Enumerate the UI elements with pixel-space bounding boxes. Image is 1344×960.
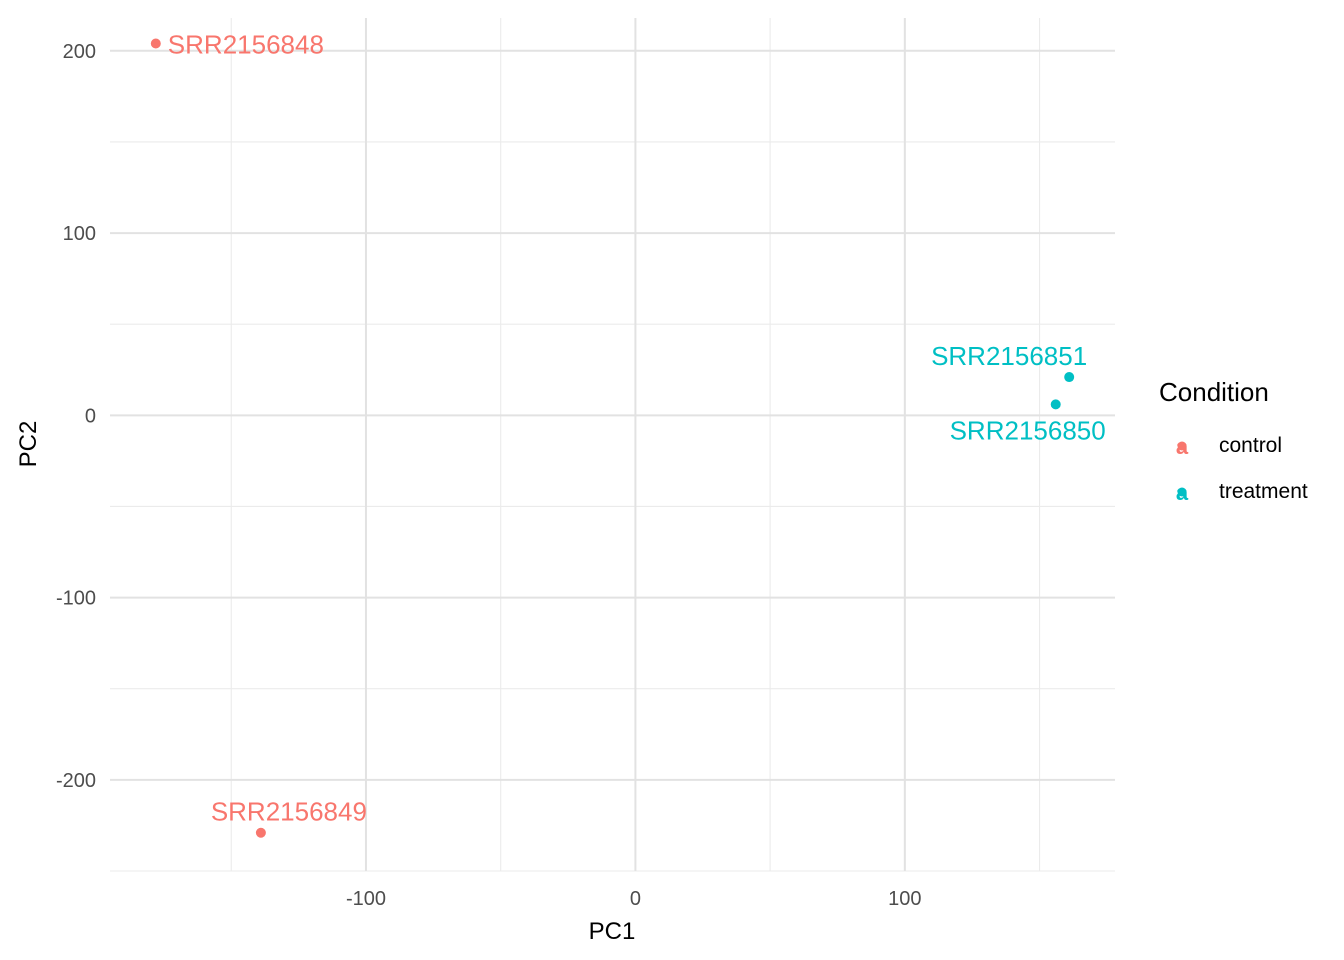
- legend-label: control: [1219, 434, 1282, 457]
- y-tick-label: -100: [56, 588, 96, 610]
- point-labels: SRR2156848 SRR2156849 SRR2156851 SRR2156850: [168, 30, 1106, 827]
- point-label: SRR2156850: [950, 415, 1106, 445]
- y-tick-label: 100: [63, 223, 96, 245]
- legend-entries: a control a treatment: [1176, 434, 1308, 505]
- point-label: SRR2156849: [211, 797, 367, 827]
- legend-label: treatment: [1219, 480, 1308, 503]
- x-axis-tick-labels: -100 0 100: [346, 888, 922, 910]
- legend-key-glyph: a: [1176, 434, 1189, 459]
- y-axis-title: PC2: [15, 421, 42, 468]
- x-tick-label: 0: [630, 888, 641, 910]
- x-axis-title: PC1: [589, 918, 636, 945]
- legend-key-point: [1177, 487, 1187, 497]
- legend: Condition a control a treatment: [1159, 377, 1308, 505]
- y-tick-label: 0: [85, 405, 96, 427]
- x-tick-label: -100: [346, 888, 386, 910]
- point-label: SRR2156848: [168, 30, 324, 60]
- y-tick-label: 200: [63, 41, 96, 63]
- legend-key-point: [1177, 441, 1187, 451]
- y-tick-label: -200: [56, 770, 96, 792]
- y-axis-tick-labels: -200 -100 0 100 200: [56, 41, 96, 792]
- major-gridlines: [110, 18, 1115, 871]
- data-point: [255, 827, 266, 838]
- data-point: [150, 38, 161, 49]
- point-label: SRR2156851: [931, 341, 1087, 371]
- minor-gridlines: [110, 18, 1115, 872]
- data-point: [1050, 399, 1061, 410]
- x-tick-label: 100: [888, 888, 921, 910]
- legend-key-glyph: a: [1176, 480, 1189, 505]
- data-point: [1064, 372, 1075, 383]
- legend-title: Condition: [1159, 377, 1269, 407]
- data-points: [150, 38, 1075, 838]
